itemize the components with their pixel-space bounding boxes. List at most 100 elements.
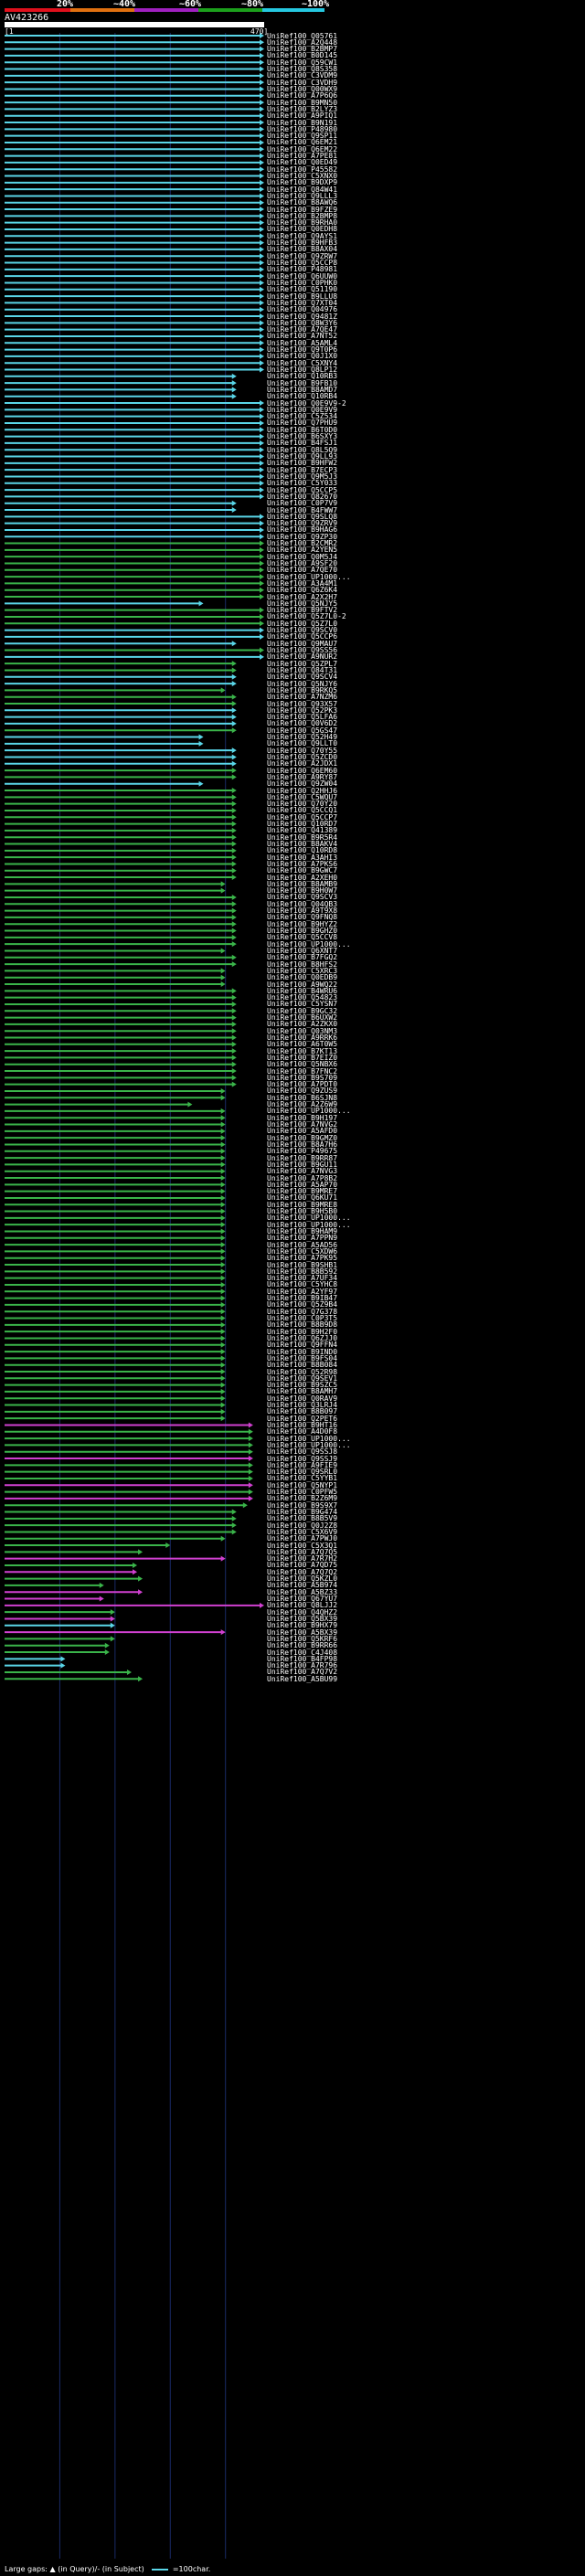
hit-label[interactable]: UniRef100_B9HAG6 xyxy=(267,525,338,535)
hit-label[interactable]: UniRef100_B7ECP3 xyxy=(267,465,338,474)
hit-label[interactable]: UniRef100_B0D145 xyxy=(267,51,338,60)
hit-label[interactable]: UniRef100_Q0EDB9 xyxy=(267,973,338,982)
hit-label[interactable]: UniRef100_A5AD56 xyxy=(267,1240,338,1249)
hit-label[interactable]: UniRef100_Q9SRL0 xyxy=(267,1468,338,1477)
hit-label[interactable]: UniRef100_B9IB47 xyxy=(267,1294,338,1303)
hit-label[interactable]: UniRef100_A2ZKX0 xyxy=(267,1020,338,1029)
hit-label[interactable]: UniRef100_Q9SCV0 xyxy=(267,626,338,635)
hit-label[interactable]: UniRef100_C5YSN7 xyxy=(267,1000,338,1009)
hit-label[interactable]: UniRef100_A7R796 xyxy=(267,1661,338,1670)
hit-label[interactable]: UniRef100_B9LLU8 xyxy=(267,292,338,301)
hit-label[interactable]: UniRef100_Q9ZP30 xyxy=(267,532,338,541)
hit-label[interactable]: UniRef100_B9HFB3 xyxy=(267,239,338,248)
hit-label[interactable]: UniRef100_A2Z6W9 xyxy=(267,1100,338,1109)
hit-label[interactable]: UniRef100_Q52H49 xyxy=(267,733,338,742)
hit-label[interactable]: UniRef100_Q0J2Z8 xyxy=(267,1521,338,1530)
hit-label[interactable]: UniRef100_A7PDT0 xyxy=(267,1080,338,1089)
hit-label[interactable]: UniRef100_Q5KZL0 xyxy=(267,1574,338,1584)
hit-label[interactable]: UniRef100_B6SJN8 xyxy=(267,1093,338,1102)
hit-label[interactable]: UniRef100_B2LYZ3 xyxy=(267,104,338,113)
hit-label[interactable]: UniRef100_Q9SSJ8 xyxy=(267,1447,338,1457)
hit-label[interactable]: UniRef100_B9FS04 xyxy=(267,1353,338,1362)
hit-label[interactable]: UniRef100_B6SXY3 xyxy=(267,432,338,441)
hit-label[interactable]: UniRef100_Q70Y55 xyxy=(267,746,338,755)
hit-label[interactable]: UniRef100_C5YYB1 xyxy=(267,1474,338,1483)
hit-label[interactable]: UniRef100_Q03NM3 xyxy=(267,1026,338,1035)
hit-label[interactable]: UniRef100_A9FIE9 xyxy=(267,1460,338,1469)
hit-label[interactable]: UniRef100_A2JDX1 xyxy=(267,759,338,769)
hit-label[interactable]: UniRef100_B9HFW2 xyxy=(267,459,338,468)
hit-label[interactable]: UniRef100_B8AMH7 xyxy=(267,1387,338,1396)
hit-label[interactable]: UniRef100_C5XDW6 xyxy=(267,1246,338,1256)
hit-label[interactable]: UniRef100_Q5Z7L0 xyxy=(267,619,338,628)
hit-label[interactable]: UniRef100_Q8LJJ2 xyxy=(267,1601,338,1610)
hit-label[interactable]: UniRef100_A7QE47 xyxy=(267,325,338,334)
hit-label[interactable]: UniRef100_Q82670 xyxy=(267,492,338,501)
hit-label[interactable]: UniRef100_Q6EM22 xyxy=(267,144,338,154)
hit-label[interactable]: UniRef100_B9DXP9 xyxy=(267,178,338,187)
hit-label[interactable]: UniRef100_Q67YU7 xyxy=(267,1595,338,1604)
hit-label[interactable]: UniRef100_Q59CW1 xyxy=(267,58,338,67)
hit-label[interactable]: UniRef100_B9IND0 xyxy=(267,1347,338,1356)
hit-label[interactable]: UniRef100_A9SF20 xyxy=(267,558,338,567)
hit-label[interactable]: UniRef100_C0PHK0 xyxy=(267,278,338,287)
hit-label[interactable]: UniRef100_Q5LFA6 xyxy=(267,713,338,722)
hit-label[interactable]: UniRef100_P49675 xyxy=(267,1147,338,1156)
hit-label[interactable]: UniRef100_A7NT52 xyxy=(267,332,338,341)
hit-label[interactable]: UniRef100_C3VDH9 xyxy=(267,78,338,87)
hit-label[interactable]: UniRef100_C5XNY4 xyxy=(267,358,338,367)
hit-label[interactable]: UniRef100_B9SHB1 xyxy=(267,1260,338,1269)
hit-label[interactable]: UniRef100_Q5KRF6 xyxy=(267,1634,338,1643)
hit-label[interactable]: UniRef100_Q84T31 xyxy=(267,665,338,674)
hit-label[interactable]: UniRef100_B9RR66 xyxy=(267,1641,338,1650)
hit-label[interactable]: UniRef100_B8B084 xyxy=(267,1361,338,1370)
hit-label[interactable]: UniRef100_A7Q7Q5 xyxy=(267,1547,338,1556)
hit-label[interactable]: UniRef100_B9S709 xyxy=(267,1073,338,1082)
hit-label[interactable]: UniRef100_B8AX04 xyxy=(267,245,338,254)
hit-label[interactable]: UniRef100_B2Z6M9 xyxy=(267,1494,338,1503)
hit-label[interactable]: UniRef100_B9GHZ0 xyxy=(267,927,338,936)
hit-label[interactable]: UniRef100_UP1000... xyxy=(267,1214,351,1223)
hit-label[interactable]: UniRef100_B2CMR2 xyxy=(267,539,338,548)
hit-label[interactable]: UniRef100_A7PKS6 xyxy=(267,859,338,868)
hit-label[interactable]: UniRef100_Q6XNT7 xyxy=(267,946,338,955)
hit-label[interactable]: UniRef100_Q5Z9B4 xyxy=(267,1300,338,1309)
hit-label[interactable]: UniRef100_A7PWJ0 xyxy=(267,1534,338,1543)
hit-label[interactable]: UniRef100_Q54823 xyxy=(267,993,338,1002)
hit-label[interactable]: UniRef100_B8AWQ6 xyxy=(267,198,338,207)
hit-label[interactable]: UniRef100_Q9M5J3 xyxy=(267,472,338,481)
hit-label[interactable]: UniRef100_B9RHA0 xyxy=(267,218,338,228)
hit-label[interactable]: UniRef100_Q10RD8 xyxy=(267,846,338,855)
hit-label[interactable]: UniRef100_Q5CCP6 xyxy=(267,632,338,641)
hit-label[interactable]: UniRef100_Q5ZPL7 xyxy=(267,659,338,668)
hit-label[interactable]: UniRef100_B6UXW2 xyxy=(267,1013,338,1023)
hit-label[interactable]: UniRef100_A9PIQ1 xyxy=(267,111,338,121)
hit-label[interactable]: UniRef100_B9HX79 xyxy=(267,1621,338,1630)
hit-label[interactable]: UniRef100_B9MRE8 xyxy=(267,1200,338,1209)
hit-label[interactable]: UniRef100_B9HAM9 xyxy=(267,1226,338,1235)
hit-label[interactable]: UniRef100_Q6EM21 xyxy=(267,138,338,147)
hit-label[interactable]: UniRef100_A7QD75 xyxy=(267,1561,338,1570)
hit-label[interactable]: UniRef100_Q9SS56 xyxy=(267,646,338,655)
hit-label[interactable]: UniRef100_Q0ED49 xyxy=(267,158,338,167)
hit-label[interactable]: UniRef100_B9H197 xyxy=(267,1113,338,1122)
hit-label[interactable]: UniRef100_C3VDM9 xyxy=(267,71,338,80)
hit-label[interactable]: UniRef100_C5WQU7 xyxy=(267,792,338,801)
hit-label[interactable]: UniRef100_A7P8B2 xyxy=(267,1173,338,1182)
hit-label[interactable]: UniRef100_Q9FNQ8 xyxy=(267,913,338,922)
hit-label[interactable]: UniRef100_Q52PK3 xyxy=(267,705,338,715)
hit-label[interactable]: UniRef100_Q9SCV3 xyxy=(267,893,338,902)
hit-label[interactable]: UniRef100_C0P7V9 xyxy=(267,499,338,508)
hit-label[interactable]: UniRef100_Q10RB3 xyxy=(267,372,338,381)
hit-label[interactable]: UniRef100_Q5NYP1 xyxy=(267,1480,338,1489)
hit-label[interactable]: UniRef100_Q9AYS1 xyxy=(267,231,338,240)
hit-label[interactable]: UniRef100_Q9MAU7 xyxy=(267,639,338,648)
hit-label[interactable]: UniRef100_C5XNX0 xyxy=(267,172,338,180)
hit-label[interactable]: UniRef100_B9R5R4 xyxy=(267,832,338,842)
hit-label[interactable]: UniRef100_Q2HHJ6 xyxy=(267,786,338,795)
hit-label[interactable]: UniRef100_Q5CCP8 xyxy=(267,259,338,268)
hit-label[interactable]: UniRef100_B8A7H6 xyxy=(267,1140,338,1149)
hit-label[interactable]: UniRef100_UP1000... xyxy=(267,1434,351,1443)
hit-label[interactable]: UniRef100_Q6Z6K4 xyxy=(267,586,338,595)
hit-label[interactable]: UniRef100_A9RRK6 xyxy=(267,1034,338,1042)
